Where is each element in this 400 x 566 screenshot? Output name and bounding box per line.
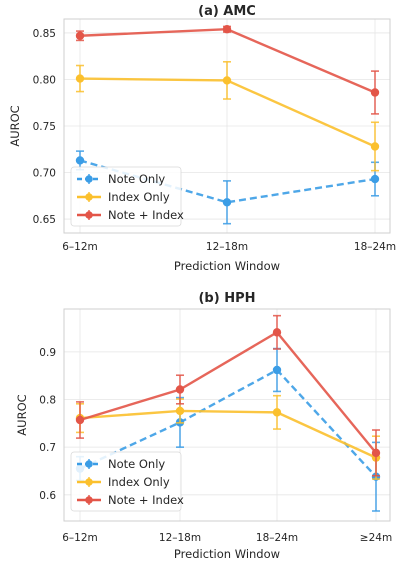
x-axis-label: Prediction Window: [174, 547, 280, 561]
x-tick-label: 18–24m: [256, 532, 298, 544]
legend-box: [70, 166, 182, 227]
legend-box: [70, 451, 182, 512]
y-tick-label: 0.7: [39, 442, 56, 454]
legend-label: Index Only: [108, 475, 170, 489]
legend-item: Note + Index: [77, 493, 184, 507]
series-line: [79, 330, 377, 454]
data-point: [370, 174, 380, 184]
plot-frame: [63, 18, 391, 234]
data-point: [370, 142, 380, 151]
x-tick-label: 12–18m: [206, 241, 248, 253]
data-point: [75, 31, 85, 40]
y-tick-label: 0.70: [33, 168, 56, 180]
legend-label: Note + Index: [108, 493, 184, 507]
legend-label: Note Only: [108, 457, 165, 471]
x-tick-label: 6–12m: [62, 532, 98, 544]
chart-title: (a) AMC: [198, 4, 256, 19]
series-line: [79, 409, 377, 459]
y-tick-label: 0.80: [33, 74, 56, 86]
data-point: [222, 25, 232, 34]
x-tick-label: 6–12m: [62, 241, 98, 253]
series-line: [79, 368, 377, 478]
data-point: [75, 415, 85, 425]
data-point: [222, 76, 232, 85]
y-tick-label: 0.8: [39, 395, 56, 407]
data-point: [272, 408, 282, 417]
y-tick-label: 0.75: [33, 121, 56, 133]
y-axis-label: AUROC: [8, 105, 22, 146]
chart-title: (b) HPH: [198, 291, 255, 306]
series-note-index: [75, 314, 381, 477]
legend-swatch-marker: [85, 496, 93, 504]
data-point: [175, 385, 185, 394]
x-tick-label: ≥24m: [360, 532, 392, 544]
data-point: [370, 88, 380, 97]
legend-item: Note + Index: [77, 208, 184, 222]
chart-panel-b: 0.6 0.7 0.8 0.9 6–12m 12–18m 18–24m ≥24m (b) HPH…: [15, 291, 392, 561]
legend-swatch-marker: [85, 175, 93, 183]
x-tick-label: 18–24m: [354, 241, 396, 253]
data-point: [75, 156, 85, 165]
legend-swatch-marker: [85, 478, 93, 486]
legend-item: Note Only: [77, 457, 165, 471]
y-tick-label: 0.6: [39, 490, 56, 502]
legend-swatch-marker: [85, 460, 93, 468]
legend: Note Only Index Only Note + Index: [70, 166, 184, 227]
data-point: [222, 198, 232, 207]
y-axis-label: AUROC: [15, 394, 29, 435]
legend-swatch-marker: [85, 211, 93, 219]
y-tick-label: 0.65: [33, 214, 56, 226]
legend-label: Note Only: [108, 172, 165, 186]
legend-swatch-marker: [85, 193, 93, 201]
data-point: [272, 328, 282, 337]
legend-item: Note Only: [77, 172, 165, 186]
legend: Note Only Index Only Note + Index: [70, 451, 184, 512]
legend-item: Index Only: [77, 190, 170, 204]
data-point: [175, 406, 185, 416]
data-point: [371, 448, 381, 458]
legend-label: Index Only: [108, 190, 170, 204]
data-point: [272, 365, 282, 375]
data-point: [75, 74, 85, 83]
y-tick-label: 0.85: [33, 28, 56, 40]
legend-label: Note + Index: [108, 208, 184, 222]
x-axis-label: Prediction Window: [174, 259, 280, 273]
series-index-only: [75, 60, 380, 172]
series-note-index: [75, 25, 380, 115]
plot-frame: [63, 308, 391, 522]
x-tick-label: 12–18m: [159, 532, 201, 544]
chart-panel-a: 0.65 0.70 0.75 0.80 0.85 6–12m 12–18m 18–24m (a)…: [8, 4, 396, 273]
legend-item: Index Only: [77, 475, 170, 489]
y-tick-label: 0.9: [39, 347, 56, 359]
